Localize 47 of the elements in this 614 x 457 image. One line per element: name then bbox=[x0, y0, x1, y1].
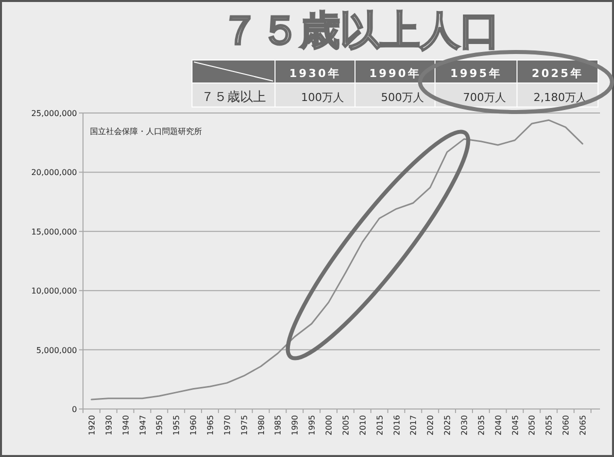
x-tick-label: 2060 bbox=[562, 415, 571, 436]
annotation: 国立社会保障・人口問題研究所 bbox=[90, 127, 202, 136]
x-tick-label: 2005 bbox=[341, 415, 350, 436]
x-tick-label: 1940 bbox=[121, 415, 130, 436]
text: 1995年 bbox=[450, 67, 502, 80]
x-tick-label: 2017 bbox=[409, 415, 418, 436]
text: 500万人 bbox=[381, 91, 424, 104]
text: 1930年 bbox=[289, 67, 341, 80]
x-tick-label: 2040 bbox=[494, 415, 503, 436]
text: 1990年 bbox=[369, 67, 421, 80]
y-tick-label: 20,000,000 bbox=[31, 168, 77, 178]
y-tick-label: 0 bbox=[72, 405, 77, 414]
y-tick-label: 5,000,000 bbox=[36, 346, 77, 355]
x-tick-label: 2016 bbox=[392, 415, 402, 436]
x-tick-label: 2050 bbox=[528, 415, 537, 436]
chart-title: ７５歳以上人口 bbox=[220, 8, 500, 54]
x-tick-label: 2065 bbox=[578, 415, 588, 436]
x-tick-label: 2000 bbox=[324, 415, 334, 436]
x-tick-label: 1955 bbox=[172, 415, 182, 436]
x-tick-label: 1965 bbox=[206, 415, 215, 436]
y-tick-label: 25,000,000 bbox=[31, 109, 77, 118]
x-tick-label: 2010 bbox=[358, 415, 368, 436]
text: 100万人 bbox=[301, 91, 344, 104]
x-tick-label: 2030 bbox=[460, 415, 469, 436]
x-tick-label: 2025 bbox=[443, 415, 452, 436]
y-tick-label: 10,000,000 bbox=[31, 286, 77, 296]
line-series bbox=[90, 119, 584, 400]
text: 2025年 bbox=[532, 67, 584, 80]
x-tick-label: 1990 bbox=[290, 415, 300, 436]
x-tick-label: 2020 bbox=[426, 415, 436, 436]
x-tick-label: 1980 bbox=[256, 415, 266, 436]
x-tick-label: 1985 bbox=[274, 415, 283, 436]
x-tick-label: 1960 bbox=[189, 415, 198, 436]
x-tick-label: 2045 bbox=[510, 415, 520, 436]
x-tick-label: 1947 bbox=[138, 415, 148, 436]
y-tick-label: 15,000,000 bbox=[31, 227, 77, 236]
text: 700万人 bbox=[463, 91, 506, 104]
x-tick-label: 1975 bbox=[240, 415, 249, 436]
x-tick-label: 1970 bbox=[222, 415, 232, 436]
x-tick-label: 1930 bbox=[104, 415, 114, 436]
x-tick-label: 1950 bbox=[155, 415, 164, 436]
x-tick-label: 2035 bbox=[476, 415, 486, 436]
x-tick-label: 2015 bbox=[375, 415, 384, 436]
x-tick-label: 1920 bbox=[87, 415, 96, 436]
text: ７５歳以上 bbox=[201, 90, 266, 105]
x-tick-label: 1995 bbox=[308, 415, 317, 436]
x-tick-label: 2055 bbox=[544, 415, 554, 436]
